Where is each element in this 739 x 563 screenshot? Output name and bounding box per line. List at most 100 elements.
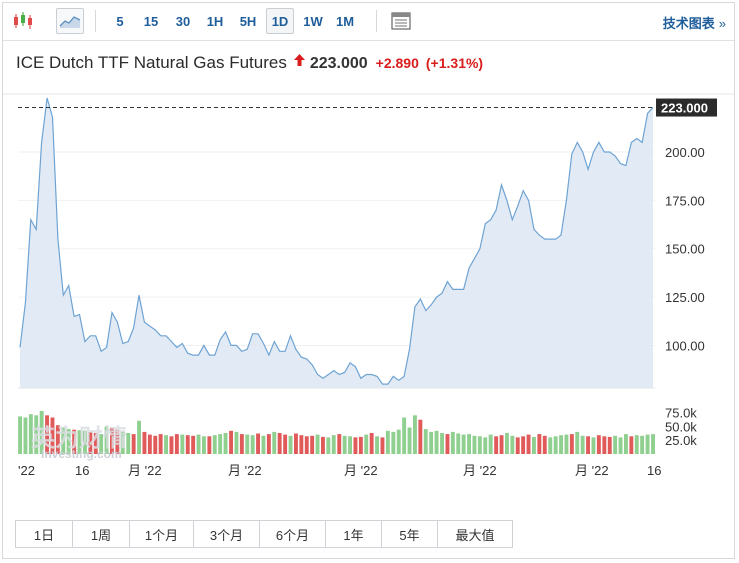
volume-bar	[28, 414, 33, 454]
up-arrow-icon	[293, 54, 305, 66]
chart-toolbar: 5 15 30 1H 5H 1D 1W 1M 技术图表»	[3, 3, 734, 41]
volume-bar	[515, 437, 520, 454]
volume-bar	[126, 433, 131, 454]
timeframe-1d[interactable]: 1D	[266, 8, 294, 34]
volume-bar	[283, 434, 288, 454]
range-6m[interactable]: 6个月	[259, 520, 326, 548]
volume-bar	[510, 435, 515, 454]
volume-bar	[45, 415, 49, 454]
volume-bar	[423, 429, 428, 454]
volume-bar	[180, 434, 185, 454]
volume-bar	[375, 436, 379, 454]
x-tick-label: 月 '22	[344, 463, 378, 478]
volume-bar	[596, 435, 601, 454]
table-view-icon[interactable]	[388, 8, 414, 34]
volume-bar	[407, 427, 412, 454]
y-tick-label: 200.00	[665, 145, 705, 160]
volume-bar	[304, 436, 309, 454]
volume-bar	[50, 417, 55, 454]
volume-bar	[402, 417, 407, 454]
volume-bar	[66, 429, 71, 454]
price-line	[19, 97, 654, 385]
volume-bar	[618, 437, 623, 454]
candlestick-chart-icon[interactable]	[10, 8, 36, 34]
volume-bar	[456, 433, 461, 454]
volume-bar	[250, 435, 255, 454]
volume-bar	[239, 434, 244, 454]
volume-bar	[440, 433, 444, 454]
volume-bar	[158, 434, 163, 454]
volume-bar	[153, 435, 158, 454]
timeframe-1h[interactable]: 1H	[206, 13, 224, 29]
volume-bar	[288, 435, 293, 454]
volume-bar	[234, 431, 239, 454]
volume-bar	[369, 433, 374, 454]
volume-bar	[591, 437, 596, 454]
volume-bar	[104, 426, 109, 454]
volume-bar	[348, 436, 352, 454]
volume-bar	[564, 434, 569, 454]
x-tick-label: 月 '22	[228, 463, 262, 478]
volume-bar	[477, 436, 482, 454]
price-chart[interactable]: 英为财情 Investing.com 100.00 125.00 150.00 175…	[3, 3, 734, 513]
range-max[interactable]: 最大值	[437, 520, 513, 548]
toolbar-divider	[376, 10, 377, 32]
volume-bar	[245, 434, 250, 454]
timeframe-1w[interactable]: 1W	[303, 13, 323, 29]
timeframe-5h[interactable]: 5H	[239, 13, 257, 29]
volume-bar	[310, 435, 315, 454]
volume-bar	[429, 431, 434, 454]
timeframe-1m[interactable]: 1M	[335, 13, 355, 29]
range-1y[interactable]: 1年	[325, 520, 382, 548]
volume-bar	[559, 435, 563, 454]
volume-bar	[521, 436, 526, 454]
volume-bar	[120, 431, 125, 454]
range-1w[interactable]: 1周	[72, 520, 130, 548]
volume-bar	[553, 436, 558, 454]
volume-bar	[174, 434, 179, 454]
volume-bar	[461, 434, 466, 454]
volume-bar	[569, 434, 574, 454]
volume-bar	[196, 434, 201, 454]
volume-bar	[499, 435, 504, 454]
x-tick-label: 月 '22	[463, 463, 497, 478]
instrument-header: ICE Dutch TTF Natural Gas Futures 223.00…	[16, 53, 490, 73]
technical-chart-link[interactable]: 技术图表»	[663, 13, 726, 32]
timeframe-30[interactable]: 30	[175, 13, 191, 29]
volume-bar	[83, 430, 87, 454]
volume-bar	[212, 435, 217, 454]
volume-bar	[580, 435, 585, 454]
investing-watermark: 英为财情 Investing.com	[31, 424, 127, 461]
range-3m[interactable]: 3个月	[193, 520, 260, 548]
volume-bar	[147, 434, 152, 454]
x-tick-label: '22	[18, 463, 35, 478]
volume-bar	[266, 434, 271, 454]
range-5y[interactable]: 5年	[381, 520, 438, 548]
volume-bar	[629, 436, 634, 454]
volume-bar	[396, 429, 401, 454]
volume-bar	[115, 429, 120, 454]
volume-bar	[137, 420, 141, 454]
volume-bar	[418, 419, 423, 454]
technical-chart-label: 技术图表	[662, 16, 715, 31]
range-1d[interactable]: 1日	[15, 520, 73, 548]
timeframe-5[interactable]: 5	[116, 13, 124, 29]
volume-bar	[229, 430, 233, 454]
volume-bar	[72, 429, 77, 454]
volume-bar	[23, 417, 28, 454]
volume-bar	[445, 434, 450, 454]
volume-bar	[256, 433, 260, 454]
volume-tick-label: 25.0k	[665, 433, 697, 448]
range-1m[interactable]: 1个月	[129, 520, 194, 548]
volume-bar	[505, 433, 509, 454]
volume-bar	[55, 425, 60, 454]
area-chart-icon[interactable]	[56, 8, 84, 34]
volume-bar	[640, 435, 645, 454]
volume-bar	[634, 435, 639, 454]
timeframe-15[interactable]: 15	[143, 13, 159, 29]
volume-bar	[61, 427, 66, 454]
toolbar-divider	[95, 10, 96, 32]
volume-bar	[358, 436, 363, 454]
volume-bar	[321, 436, 325, 454]
volume-bar	[18, 416, 22, 454]
